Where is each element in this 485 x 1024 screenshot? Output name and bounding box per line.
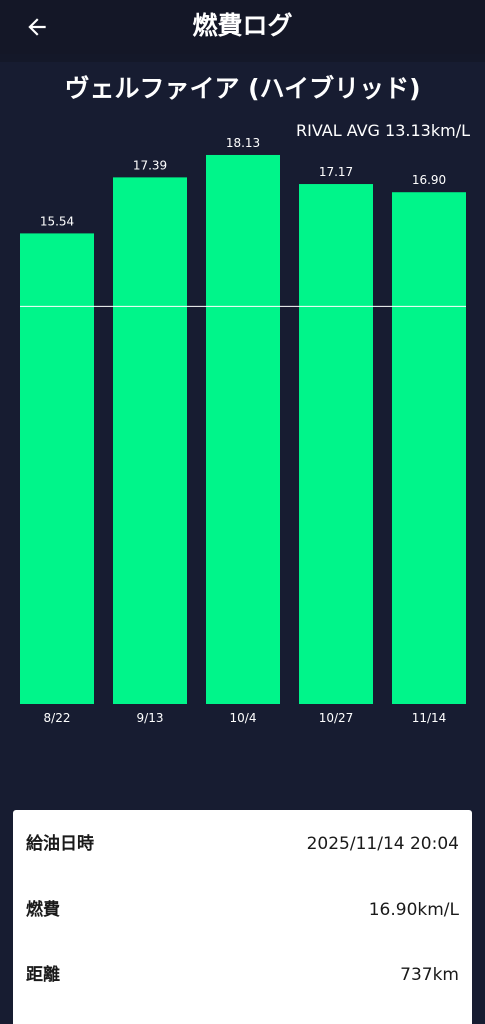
bar-value-label: 17.17 — [319, 165, 353, 179]
page-title: 燃費ログ — [192, 11, 293, 40]
car-name: ヴェルファイア (ハイブリッド) — [64, 74, 421, 103]
back-button[interactable] — [22, 12, 52, 42]
x-tick-label: 10/4 — [230, 711, 257, 725]
rival-average-label: RIVAL AVG 13.13km/L — [295, 121, 470, 140]
detail-row: 燃費 16.90km/L — [13, 896, 472, 924]
app-bar: 燃費ログ — [0, 0, 485, 54]
x-tick-label: 10/27 — [319, 711, 354, 725]
detail-value: 2025/11/14 20:04 — [306, 834, 459, 854]
bar-8-22[interactable] — [20, 233, 94, 704]
bar-value-label: 18.13 — [226, 136, 260, 150]
main-content: ヴェルファイア (ハイブリッド) RIVAL AVG 13.13km/L 15.… — [0, 62, 485, 1024]
arrow-left-icon — [28, 18, 46, 36]
bar-11-14[interactable] — [392, 192, 466, 704]
bar-value-label: 17.39 — [133, 158, 167, 172]
x-tick-label: 8/22 — [44, 711, 71, 725]
bar-9-13[interactable] — [113, 177, 187, 704]
detail-label: 距離 — [26, 965, 60, 985]
bar-value-label: 16.90 — [412, 173, 446, 187]
x-tick-label: 9/13 — [137, 711, 164, 725]
detail-row: 給油日時 2025/11/14 20:04 — [13, 830, 472, 858]
detail-value: 16.90km/L — [368, 900, 459, 920]
x-tick-label: 11/14 — [412, 711, 447, 725]
bar-value-label: 15.54 — [40, 214, 74, 228]
detail-value: 737km — [400, 965, 459, 985]
detail-label: 燃費 — [26, 900, 60, 920]
detail-label: 給油日時 — [26, 834, 94, 854]
fuel-economy-bar-chart: 15.54 8/22 17.39 9/13 18.13 10/4 17.17 10/27 16.… — [20, 136, 466, 725]
bar-10-27[interactable] — [299, 184, 373, 705]
detail-row: 距離 737km — [13, 961, 472, 989]
bar-10-4[interactable] — [206, 154, 280, 704]
